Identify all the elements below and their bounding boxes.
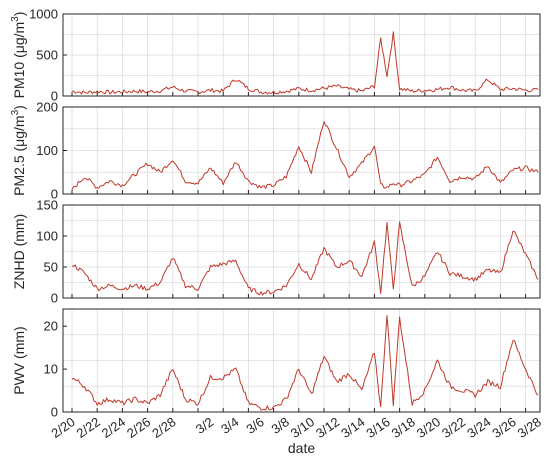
y-tick-label: 500: [36, 48, 58, 63]
x-axis-label: date: [288, 440, 315, 456]
y-axis-label-pwv: PWV (mm): [11, 326, 27, 394]
x-tick-label: 3/4: [218, 414, 241, 437]
x-tick-label: 3/28: [515, 414, 544, 441]
y-axis-label-znhd: ZNHD (mm): [11, 214, 27, 289]
x-tick-label: 3/2: [193, 414, 216, 437]
y-tick-label: 0: [51, 291, 58, 306]
y-tick-label: 50: [44, 260, 58, 275]
y-tick-label: 20: [44, 319, 58, 334]
x-tick-label: 3/20: [414, 414, 443, 441]
axes-frame-znhd: [62, 204, 541, 299]
x-tick-label: 2/28: [149, 414, 178, 441]
y-axis-label-pm10: PM10 (μg/m3): [10, 12, 27, 99]
x-tick-label: 2/26: [124, 414, 153, 441]
x-tick-label: 3/8: [269, 414, 292, 437]
y-tick-label: 200: [36, 100, 58, 115]
axes-frame-pwv: [62, 308, 541, 413]
y-tick-label: 0: [51, 187, 58, 202]
y-tick-label: 150: [36, 198, 58, 213]
x-tick-label: 2/22: [74, 414, 103, 441]
y-tick-label: 100: [36, 229, 58, 244]
y-axis-label-pm25: PM2.5 (μg/m3): [10, 105, 27, 196]
y-tick-label: 0: [51, 405, 58, 420]
x-tick-label: 3/10: [288, 414, 317, 441]
y-tick-label: 1000: [29, 7, 58, 22]
y-tick-label: 0: [51, 89, 58, 104]
series-line-znhd: [71, 221, 539, 296]
series-line-pm10: [71, 31, 539, 95]
x-tick-label: 3/14: [338, 414, 367, 441]
series-line-pm25: [71, 121, 539, 191]
x-tick-label: 3/22: [439, 414, 468, 441]
x-tick-label: 3/16: [363, 414, 392, 441]
x-tick-label: 3/26: [489, 414, 518, 441]
x-tick-label: 3/12: [313, 414, 342, 441]
x-tick-label: 2/24: [99, 414, 128, 441]
y-tick-label: 10: [44, 362, 58, 377]
x-tick-label: 3/6: [243, 414, 266, 437]
series-line-pwv: [71, 315, 539, 411]
y-tick-label: 100: [36, 143, 58, 158]
x-tick-label: 3/18: [389, 414, 418, 441]
x-tick-label: 3/24: [464, 414, 493, 441]
